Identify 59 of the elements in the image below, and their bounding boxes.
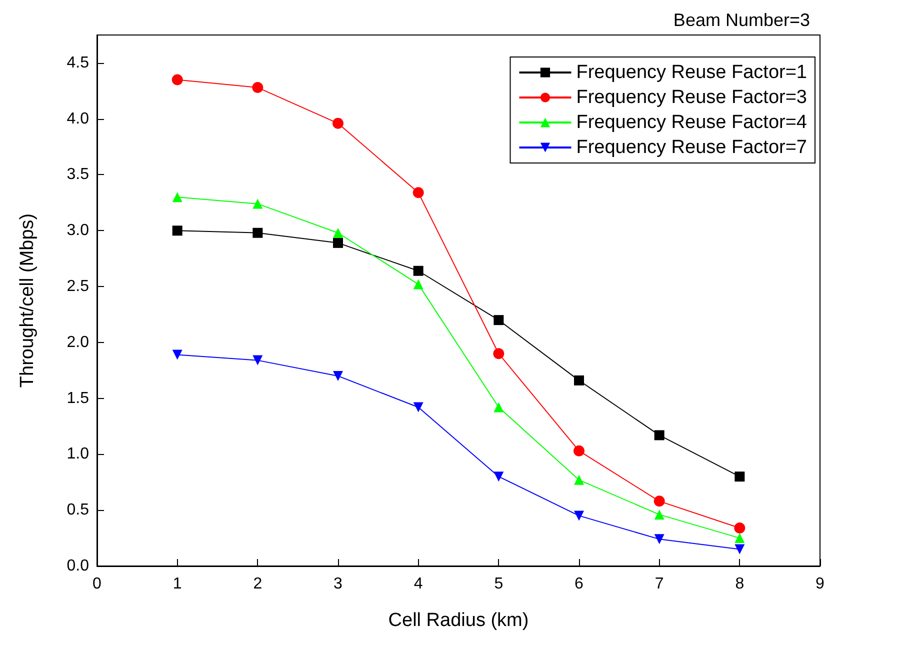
- point: [734, 522, 746, 534]
- point: [333, 238, 343, 248]
- point: [413, 402, 424, 412]
- x-tick-label: 1: [172, 576, 182, 592]
- x-tick-label: 0: [92, 576, 102, 592]
- point: [252, 355, 263, 366]
- y-tick-label: 1.5: [66, 390, 90, 407]
- point: [493, 348, 504, 360]
- legend-label: Frequency Reuse Factor=3: [576, 87, 808, 108]
- x-tick-label: 6: [574, 576, 584, 592]
- x-tick-label: 4: [414, 576, 423, 592]
- point: [172, 192, 182, 202]
- point: [172, 74, 183, 86]
- point: [574, 474, 584, 485]
- point: [252, 82, 264, 94]
- point: [654, 496, 665, 507]
- point: [494, 315, 504, 326]
- point: [654, 510, 664, 520]
- point: [333, 370, 343, 381]
- point: [172, 226, 182, 236]
- point: [734, 544, 745, 554]
- point: [172, 350, 182, 360]
- y-tick-label: 2.5: [66, 278, 90, 296]
- point: [574, 375, 584, 386]
- point: [333, 228, 343, 238]
- y-tick-label: 4.5: [66, 54, 90, 72]
- point: [412, 187, 424, 198]
- point: [413, 279, 424, 290]
- x-tick-label: 8: [735, 576, 744, 592]
- y-tick-label: 0.0: [66, 558, 90, 574]
- legend-label: Frequency Reuse Factor=4: [576, 112, 808, 133]
- point: [252, 198, 263, 209]
- point: [654, 534, 664, 544]
- point: [252, 228, 263, 238]
- x-tick-label: 7: [654, 576, 664, 592]
- x-tick-label: 9: [816, 576, 825, 592]
- y-tick-label: 3.5: [66, 166, 90, 184]
- point: [734, 472, 745, 482]
- y-tick-label: 0.5: [66, 502, 90, 519]
- point: [413, 266, 424, 276]
- point: [574, 510, 584, 521]
- y-axis-title: Throught/cell (Mbps): [17, 213, 38, 388]
- y-tick-label: 1.0: [66, 446, 90, 463]
- point: [734, 533, 745, 544]
- x-tick-label: 5: [494, 576, 504, 592]
- chart-title: Beam Number=3: [673, 10, 810, 30]
- y-tick-label: 4.0: [66, 110, 90, 128]
- y-tick-label: 3.0: [66, 222, 90, 240]
- point: [494, 472, 504, 482]
- point: [654, 430, 664, 440]
- x-axis-title: Cell Radius (km): [388, 610, 529, 631]
- legend-label: Frequency Reuse Factor=7: [576, 137, 808, 158]
- x-tick-label: 2: [253, 576, 262, 592]
- x-tick-label: 3: [334, 576, 343, 592]
- legend-label: Frequency Reuse Factor=1: [576, 62, 808, 83]
- y-tick-label: 2.0: [66, 334, 90, 351]
- point: [574, 445, 584, 456]
- point: [494, 402, 504, 412]
- point: [332, 118, 344, 129]
